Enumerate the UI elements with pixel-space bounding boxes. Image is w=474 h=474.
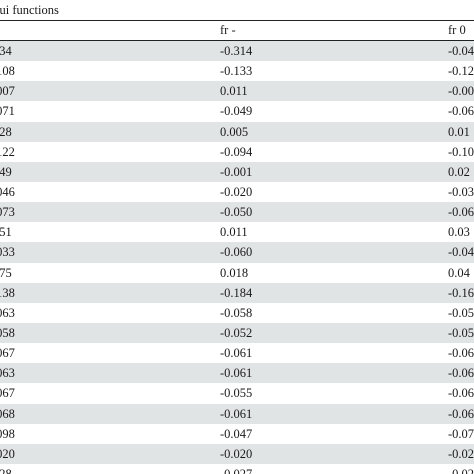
plus-cell: .063 [0,305,15,320]
fr-minus-cell: -0.061 [220,346,253,361]
plus-cell: .098 [0,426,15,441]
fr-zero-cell: -0.02 [448,446,474,461]
fr-minus-cell: 0.018 [220,265,249,280]
fr-minus-cell: -0.049 [220,104,253,119]
table-row: .046 -0.020 -0.03 [0,182,474,202]
table-caption: ukui functions [0,3,59,17]
fr-minus-cell: -0.314 [220,44,253,58]
fr-zero-cell: -0.02 [448,466,474,474]
table-row: .063 -0.061 -0.06 [0,363,474,384]
plus-cell: 234 [0,44,12,58]
table-row: .020 -0.020 -0.02 [0,443,474,464]
header-rule [0,40,474,41]
table-row: .071 -0.049 -0.06 [0,101,474,121]
fr-minus-cell: -0.050 [220,205,253,220]
plus-cell: 075 [0,265,12,280]
column-header-fr-zero: fr 0 [448,23,466,37]
table-body: 234 -0.314 -0.04 .108 -0.133 -0.12 .007 0.011 -0… [0,41,474,474]
fr-zero-cell: -0.06 [448,386,474,401]
table-row: 049 -0.001 0.02 [0,161,474,182]
plus-cell: .058 [0,325,15,340]
table-row: .068 -0.061 -0.06 [0,403,474,424]
fr-zero-cell: 0.04 [448,265,470,280]
top-rule [0,20,474,21]
plus-cell: 051 [0,225,12,240]
fr-minus-cell: -0.060 [220,245,253,260]
table-row: .058 -0.052 -0.05 [0,322,474,344]
plus-cell: .033 [0,245,15,260]
fr-minus-cell: -0.094 [220,144,253,159]
fr-minus-cell: -0.001 [220,164,253,179]
fr-minus-cell: -0.055 [220,386,253,401]
fr-zero-cell: -0.07 [448,426,474,441]
plus-cell: .046 [0,184,15,199]
fr-zero-cell: -0.00 [448,84,474,99]
fr-zero-cell: -0.05 [448,305,474,320]
table-row: 051 0.011 0.03 [0,222,474,242]
table-row: 075 0.018 0.04 [0,263,474,283]
fr-zero-cell: -0.06 [448,104,474,119]
fr-minus-cell: 0.005 [220,124,249,139]
plus-cell: .073 [0,205,15,220]
table-header: + fr - fr 0 [0,21,474,40]
fr-zero-cell: -0.03 [448,184,474,199]
fr-zero-cell: -0.10 [448,144,474,159]
table-row: .007 0.011 -0.00 [0,81,474,102]
plus-cell: .020 [0,446,15,461]
plus-cell: .108 [0,64,15,79]
table-row: .108 -0.133 -0.12 [0,61,474,81]
table-row: .067 -0.061 -0.06 [0,343,474,363]
plus-cell: 049 [0,164,12,179]
plus-cell: .063 [0,366,15,381]
table-row: .067 -0.055 -0.06 [0,383,474,403]
table-row: .073 -0.050 -0.06 [0,202,474,223]
table-row: .063 -0.058 -0.05 [0,303,474,323]
fr-minus-cell: 0.011 [220,84,248,99]
plus-cell: .067 [0,386,15,401]
fr-minus-cell: -0.061 [220,406,253,421]
fr-minus-cell: -0.052 [220,325,253,340]
fr-minus-cell: 0.011 [220,225,248,240]
plus-cell: .068 [0,406,15,421]
table-row: 028 0.005 0.01 [0,121,474,142]
plus-cell: 028 [0,124,12,139]
fr-zero-cell: 0.02 [448,164,470,179]
table-row: .122 -0.094 -0.10 [0,142,474,162]
table-row: 028 -0.027 -0.02 [0,464,474,474]
plus-cell: .138 [0,285,15,300]
fr-minus-cell: -0.061 [220,366,253,381]
plus-cell: .071 [0,104,15,119]
fr-zero-cell: 0.01 [448,124,470,139]
fr-zero-cell: -0.04 [448,44,474,58]
plus-cell: .007 [0,84,15,99]
fr-minus-cell: -0.133 [220,64,253,79]
fr-zero-cell: -0.12 [448,64,474,79]
fr-zero-cell: 0.03 [448,225,470,240]
fr-minus-cell: -0.020 [220,184,253,199]
plus-cell: 028 [0,466,12,474]
table-row: .033 -0.060 -0.04 [0,242,474,263]
fr-zero-cell: -0.06 [448,366,474,381]
fr-zero-cell: -0.16 [448,285,474,300]
column-header-fr-minus: fr - [220,23,236,37]
fr-minus-cell: -0.184 [220,285,253,300]
fr-minus-cell: -0.027 [220,466,253,474]
table-row: .098 -0.047 -0.07 [0,424,474,444]
fr-zero-cell: -0.06 [448,346,474,361]
table-row: 234 -0.314 -0.04 [0,41,474,62]
fr-minus-cell: -0.047 [220,426,253,441]
plus-cell: .067 [0,346,15,361]
fr-zero-cell: -0.04 [448,245,474,260]
table-row: .138 -0.184 -0.16 [0,282,474,303]
fr-zero-cell: -0.06 [448,406,474,421]
fr-minus-cell: -0.020 [220,446,253,461]
plus-cell: .122 [0,144,15,159]
fr-zero-cell: -0.05 [448,325,474,340]
fr-zero-cell: -0.06 [448,205,474,220]
fr-minus-cell: -0.058 [220,305,253,320]
